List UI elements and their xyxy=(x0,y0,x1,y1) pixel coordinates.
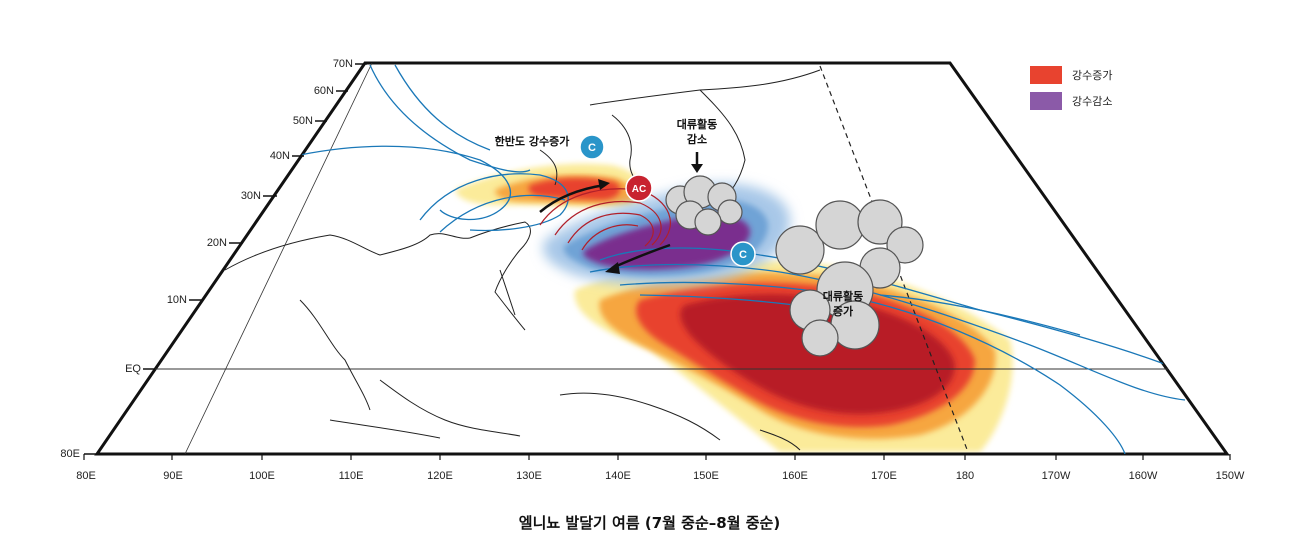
latitude-axis: 80E EQ 10N 20N 30N 40N 50N 60N 70N xyxy=(60,58,367,460)
lon-label-80E: 80E xyxy=(76,470,96,482)
dateline-dashed xyxy=(819,65,969,453)
cyclone-marker-north: C xyxy=(579,134,605,160)
longitude-labels: 80E 90E 100E 110E 120E 130E 140E 150E 16… xyxy=(76,470,1245,482)
lat-label-70N: 70N xyxy=(333,58,353,70)
lat-label-60N: 60N xyxy=(314,85,334,97)
legend-label-increase: 강수증가 xyxy=(1072,69,1112,82)
cyclone-marker-south: C xyxy=(730,241,756,267)
korea-rain-label: 한반도 강수증가 xyxy=(495,134,570,148)
legend: 강수증가 강수감소 xyxy=(1030,66,1112,110)
anticyclone-label: AC xyxy=(632,184,646,195)
lat-label-80E: 80E xyxy=(60,448,80,460)
lon-label-120E: 120E xyxy=(427,470,453,482)
longitude-axis xyxy=(83,454,1231,460)
lat-label-10N: 10N xyxy=(167,294,187,306)
flow-arrows xyxy=(539,179,671,274)
figure-caption: 엘니뇨 발달기 여름 (7월 중순–8월 중순) xyxy=(518,514,781,532)
cyclone-label-south: C xyxy=(739,249,747,261)
lon-label-160E: 160E xyxy=(782,470,808,482)
legend-swatch-increase xyxy=(1030,66,1062,84)
lon-label-150W: 150W xyxy=(1216,470,1245,482)
convection-increase-line2: 증가 xyxy=(833,304,853,318)
rain-korea-mid xyxy=(528,177,621,200)
cloud-small xyxy=(665,175,743,236)
lat-label-30N: 30N xyxy=(241,190,261,202)
convection-decrease-line1: 대류활동 xyxy=(677,117,717,131)
lon-label-170W: 170W xyxy=(1042,470,1071,482)
map-frame xyxy=(94,61,1230,456)
lat-label-20N: 20N xyxy=(207,237,227,249)
lon-label-150E: 150E xyxy=(693,470,719,482)
lon-label-170E: 170E xyxy=(871,470,897,482)
cloud-large xyxy=(775,199,924,357)
blue-contours xyxy=(299,64,1186,454)
lon-label-130E: 130E xyxy=(516,470,542,482)
legend-label-decrease: 강수감소 xyxy=(1072,95,1112,108)
anticyclone-marker: AC xyxy=(625,174,653,202)
lon-label-110E: 110E xyxy=(339,470,364,482)
legend-swatch-decrease xyxy=(1030,92,1062,110)
lon-label-100E: 100E xyxy=(249,470,275,482)
lat-label-40N: 40N xyxy=(270,150,290,162)
convection-increase-line1: 대류활동 xyxy=(823,289,863,303)
lon-label-180: 180 xyxy=(956,470,974,482)
meridian-line xyxy=(184,62,373,455)
lon-label-90E: 90E xyxy=(163,470,183,482)
down-arrow xyxy=(691,152,703,173)
cyclone-label-north: C xyxy=(588,142,596,154)
lat-label-50N: 50N xyxy=(293,115,313,127)
lat-label-EQ: EQ xyxy=(125,363,141,375)
lon-label-160W: 160W xyxy=(1129,470,1158,482)
lon-label-140E: 140E xyxy=(605,470,631,482)
convection-decrease-line2: 감소 xyxy=(687,132,707,146)
